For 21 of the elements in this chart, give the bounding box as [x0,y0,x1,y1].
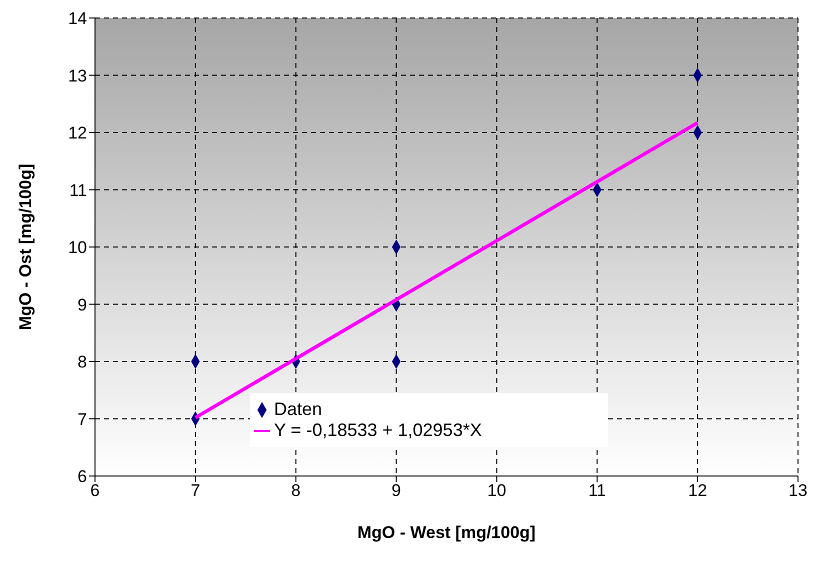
y-tick-label: 7 [78,410,87,429]
x-tick-label: 13 [788,481,808,500]
y-tick-label: 14 [68,9,87,28]
y-tick-label: 8 [78,352,87,372]
x-tick-label: 11 [588,481,606,500]
y-tick-label: 11 [69,180,87,200]
y-tick-label: 13 [68,66,87,86]
y-tick-label: 6 [78,467,87,486]
x-tick-label: 9 [392,481,402,500]
y-tick-label: 12 [68,124,87,143]
x-tick-label: 7 [190,481,200,500]
y-axis-title: MgO - Ost [mg/100g] [16,164,36,330]
x-tick-label: 8 [291,481,301,500]
x-tick-label: 10 [487,481,506,500]
x-tick-label: 6 [90,481,100,500]
x-axis-title: MgO - West [mg/100g] [357,523,536,542]
x-tick-label: 12 [688,481,708,500]
legend-label: Daten [274,399,322,419]
y-tick-label: 10 [68,238,87,258]
y-tick-label: 9 [78,295,87,314]
legend-label: Y = -0,18533 + 1,02953*X [274,420,482,440]
